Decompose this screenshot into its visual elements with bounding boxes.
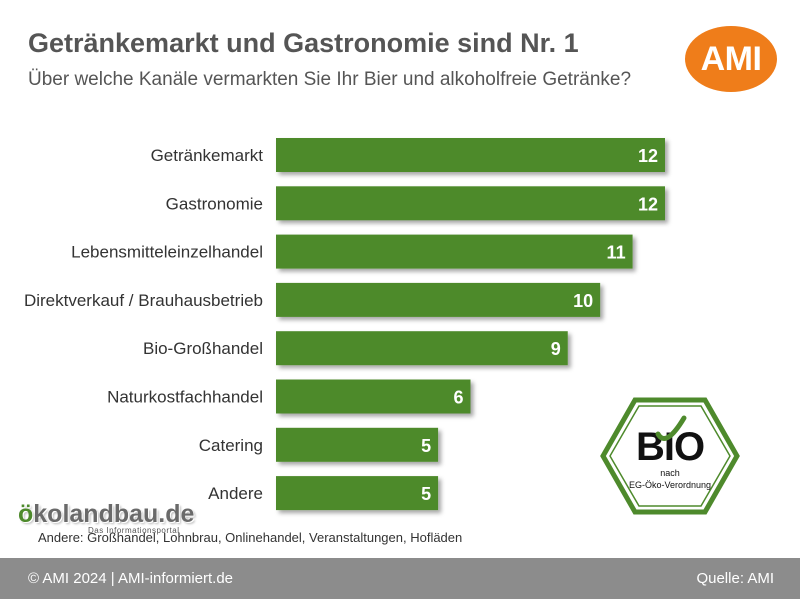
value-label: 5 [421,436,431,456]
bio-seal-icon: BIO nach EG-Öko-Verordnung [600,397,740,515]
chart-title: Getränkemarkt und Gastronomie sind Nr. 1 [28,28,579,58]
value-label: 12 [638,194,658,214]
bar [276,138,665,172]
category-label: Gastronomie [166,194,263,213]
ami-logo: AMI [685,26,777,92]
bar [276,331,568,366]
value-label: 5 [421,484,431,504]
category-label: Bio-Großhandel [143,339,263,358]
bar-group: Getränkemarkt 12 Gastronomie 12 Lebensmittel… [24,138,665,511]
bar [276,234,633,269]
value-label: 6 [453,388,463,408]
footer-source: Quelle: AMI [696,570,774,587]
footer-copyright: © AMI 2024 | AMI-informiert.de [28,570,234,587]
oekolandbau-tagline: Das Informationsportal [88,526,180,535]
chart-subtitle: Über welche Kanäle vermarkten Sie Ihr Bi… [28,69,632,90]
oekolandbau-logo: ökolandbau.de Das Informationsportal [18,500,198,538]
value-label: 11 [607,243,626,263]
category-label: Naturkostfachhandel [107,388,263,407]
category-label: Lebensmitteleinzelhandel [71,243,263,262]
category-label: Catering [199,436,263,455]
checkmark-icon [655,415,687,441]
bio-seal-line1: nach [660,468,680,478]
value-label: 9 [551,339,561,359]
ami-logo-text: AMI [700,39,762,78]
bio-seal: BIO nach EG-Öko-Verordnung [600,396,740,516]
value-label: 10 [573,291,593,311]
footer-bar: © AMI 2024 | AMI-informiert.de Quelle: A… [0,558,800,599]
bar [276,186,665,221]
bar [276,379,471,414]
bar [276,282,601,317]
oekolandbau-wordmark: ökolandbau.de [18,500,195,528]
bar [276,427,439,462]
bar [276,476,439,511]
bio-seal-line2: EG-Öko-Verordnung [629,480,711,490]
category-label: Direktverkauf / Brauhausbetrieb [24,291,263,310]
footnote: Andere: Großhandel, Lohnbrau, Onlinehand… [38,530,463,545]
value-label: 12 [638,146,658,166]
bio-seal-text: BIO [636,425,704,469]
category-label: Andere [208,484,263,503]
category-label: Getränkemarkt [151,146,264,165]
